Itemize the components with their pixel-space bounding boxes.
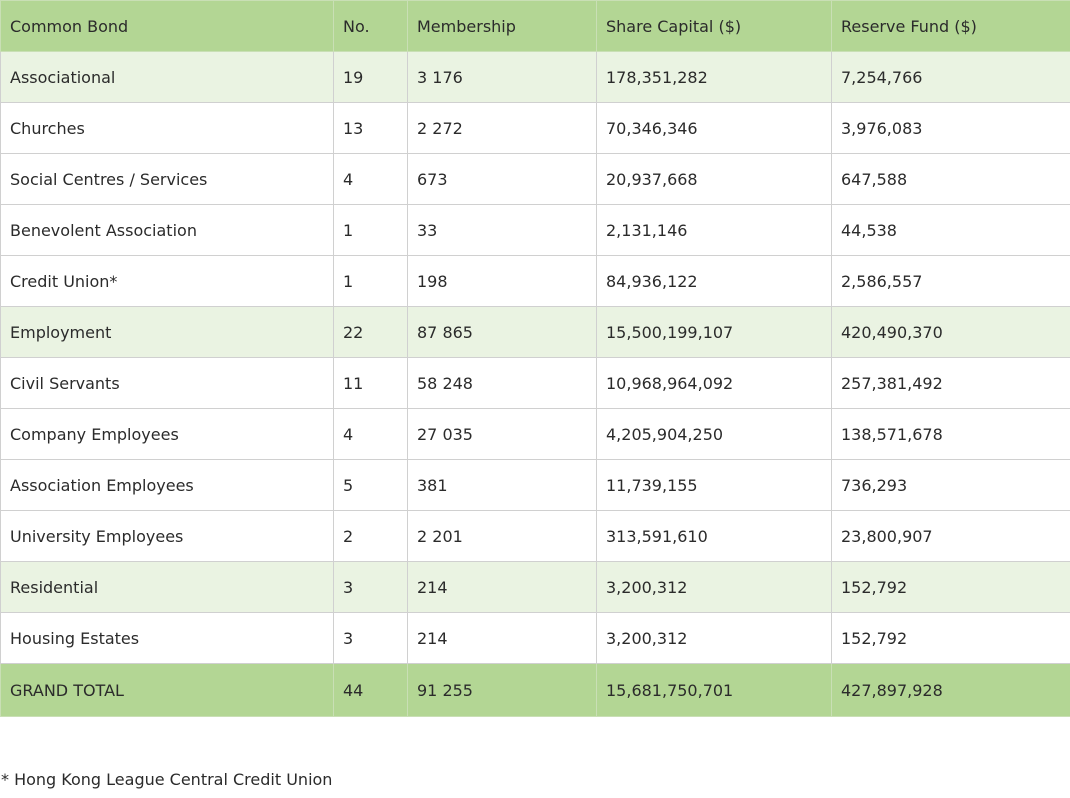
cell-number: 4 <box>333 153 408 205</box>
cell-membership: 198 <box>407 255 597 307</box>
cell-number: 11 <box>333 357 408 409</box>
cell-share-capital: 11,739,155 <box>596 459 832 511</box>
table-row: Social Centres / Services 4 673 20,937,668 6… <box>0 153 1070 205</box>
cell-common-bond: Housing Estates <box>0 612 334 664</box>
cell-reserve-fund: 152,792 <box>831 561 1070 613</box>
cell-common-bond: Credit Union* <box>0 255 334 307</box>
footnote: * Hong Kong League Central Credit Union <box>1 770 333 789</box>
cell-number: 19 <box>333 51 408 103</box>
header-number: No. <box>333 0 408 52</box>
cell-membership: 3 176 <box>407 51 597 103</box>
cell-number: 44 <box>333 663 408 717</box>
cell-membership: 27 035 <box>407 408 597 460</box>
cell-share-capital: 3,200,312 <box>596 612 832 664</box>
cell-share-capital: 178,351,282 <box>596 51 832 103</box>
grand-total-row: GRAND TOTAL 44 91 255 15,681,750,701 427,897… <box>0 663 1070 717</box>
credit-union-table: Common Bond No. Membership Share Capital… <box>0 0 1070 717</box>
cell-reserve-fund: 647,588 <box>831 153 1070 205</box>
cell-number: 3 <box>333 561 408 613</box>
header-membership: Membership <box>407 0 597 52</box>
table-row: Churches 13 2 272 70,346,346 3,976,083 <box>0 102 1070 154</box>
cell-reserve-fund: 7,254,766 <box>831 51 1070 103</box>
cell-membership: 214 <box>407 561 597 613</box>
header-share-capital: Share Capital ($) <box>596 0 832 52</box>
group-row: Employment 22 87 865 15,500,199,107 420,490,… <box>0 306 1070 358</box>
table-body: Associational 19 3 176 178,351,282 7,254,766… <box>0 51 1070 717</box>
cell-share-capital: 15,681,750,701 <box>596 663 832 717</box>
cell-number: 5 <box>333 459 408 511</box>
cell-share-capital: 10,968,964,092 <box>596 357 832 409</box>
cell-common-bond: Associational <box>0 51 334 103</box>
table-row: Civil Servants 11 58 248 10,968,964,092 257,… <box>0 357 1070 409</box>
cell-reserve-fund: 138,571,678 <box>831 408 1070 460</box>
cell-reserve-fund: 427,897,928 <box>831 663 1070 717</box>
cell-share-capital: 70,346,346 <box>596 102 832 154</box>
table-header: Common Bond No. Membership Share Capital… <box>0 0 1070 52</box>
table-row: Housing Estates 3 214 3,200,312 152,792 <box>0 612 1070 664</box>
cell-number: 13 <box>333 102 408 154</box>
cell-common-bond: Civil Servants <box>0 357 334 409</box>
table-row: Credit Union* 1 198 84,936,122 2,586,557 <box>0 255 1070 307</box>
cell-number: 2 <box>333 510 408 562</box>
cell-common-bond: Company Employees <box>0 408 334 460</box>
table-row: Association Employees 5 381 11,739,155 736,2… <box>0 459 1070 511</box>
table-row: Company Employees 4 27 035 4,205,904,250 138… <box>0 408 1070 460</box>
cell-reserve-fund: 3,976,083 <box>831 102 1070 154</box>
cell-share-capital: 84,936,122 <box>596 255 832 307</box>
group-row: Residential 3 214 3,200,312 152,792 <box>0 561 1070 613</box>
cell-number: 1 <box>333 204 408 256</box>
header-common-bond: Common Bond <box>0 0 334 52</box>
cell-share-capital: 4,205,904,250 <box>596 408 832 460</box>
cell-number: 4 <box>333 408 408 460</box>
cell-common-bond: Association Employees <box>0 459 334 511</box>
cell-common-bond: GRAND TOTAL <box>0 663 334 717</box>
cell-common-bond: Benevolent Association <box>0 204 334 256</box>
cell-membership: 214 <box>407 612 597 664</box>
cell-common-bond: Residential <box>0 561 334 613</box>
cell-membership: 91 255 <box>407 663 597 717</box>
cell-share-capital: 15,500,199,107 <box>596 306 832 358</box>
cell-common-bond: Social Centres / Services <box>0 153 334 205</box>
cell-number: 3 <box>333 612 408 664</box>
header-reserve-fund: Reserve Fund ($) <box>831 0 1070 52</box>
cell-share-capital: 3,200,312 <box>596 561 832 613</box>
cell-membership: 2 201 <box>407 510 597 562</box>
cell-share-capital: 313,591,610 <box>596 510 832 562</box>
group-row: Associational 19 3 176 178,351,282 7,254,766 <box>0 51 1070 103</box>
cell-reserve-fund: 736,293 <box>831 459 1070 511</box>
cell-number: 1 <box>333 255 408 307</box>
table-row: University Employees 2 2 201 313,591,610 23,… <box>0 510 1070 562</box>
cell-share-capital: 20,937,668 <box>596 153 832 205</box>
cell-membership: 673 <box>407 153 597 205</box>
cell-number: 22 <box>333 306 408 358</box>
cell-membership: 58 248 <box>407 357 597 409</box>
cell-membership: 381 <box>407 459 597 511</box>
cell-common-bond: University Employees <box>0 510 334 562</box>
cell-membership: 87 865 <box>407 306 597 358</box>
cell-share-capital: 2,131,146 <box>596 204 832 256</box>
cell-common-bond: Employment <box>0 306 334 358</box>
cell-membership: 33 <box>407 204 597 256</box>
header-row: Common Bond No. Membership Share Capital… <box>0 0 1070 52</box>
cell-reserve-fund: 23,800,907 <box>831 510 1070 562</box>
cell-reserve-fund: 152,792 <box>831 612 1070 664</box>
cell-reserve-fund: 257,381,492 <box>831 357 1070 409</box>
table-row: Benevolent Association 1 33 2,131,146 44,538 <box>0 204 1070 256</box>
cell-reserve-fund: 420,490,370 <box>831 306 1070 358</box>
cell-reserve-fund: 2,586,557 <box>831 255 1070 307</box>
cell-membership: 2 272 <box>407 102 597 154</box>
cell-reserve-fund: 44,538 <box>831 204 1070 256</box>
cell-common-bond: Churches <box>0 102 334 154</box>
